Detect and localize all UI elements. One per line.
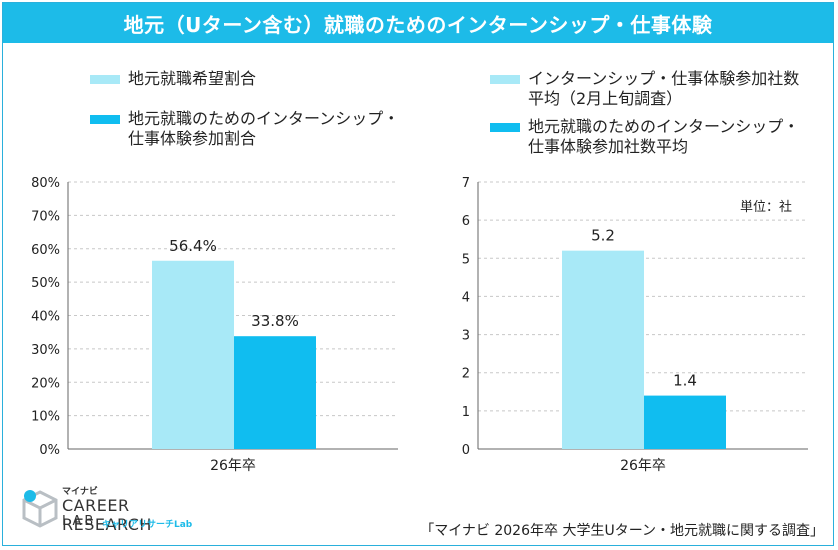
career-research-lab-logo: マイナビ CAREER RESEARCH LAB キャリアリサーチLab [20,484,220,534]
bar [234,336,316,449]
legend-swatch-light [490,75,520,84]
x-category-label: 26年卒 [620,458,666,474]
y-tick-label: 2 [462,367,470,382]
y-tick-label: 0 [462,443,470,458]
chart-title: 地元（Uターン含む）就職のためのインターンシップ・仕事体験 [3,3,833,43]
logo-jp-text: キャリアリサーチLab [102,520,193,530]
cube-logo-icon [22,490,58,528]
unit-note: 単位：社 [740,199,792,215]
legend-label: 地元就職のためのインターンシップ・ 仕事体験参加社数平均 [528,117,800,156]
legend-label: インターンシップ・仕事体験参加社数 平均（2月上旬調査） [528,69,800,108]
legend-label: 地元就職のためのインターンシップ・ 仕事体験参加割合 [128,109,400,148]
legend-swatch-dark [490,123,520,132]
legend-swatch-dark [90,115,120,124]
y-tick-label: 0% [39,443,60,458]
data-label: 1.4 [673,372,697,390]
logo-lab-text: LAB [62,514,97,529]
y-tick-label: 1 [462,405,470,420]
y-tick-label: 70% [31,209,60,224]
logo-main-text: CAREER RESEARCH [62,496,152,534]
y-tick-label: 5 [462,252,470,267]
y-tick-label: 7 [462,176,470,191]
legend-item-right-1: インターンシップ・仕事体験参加社数 平均（2月上旬調査） [490,69,799,109]
legend-item-left-2: 地元就職のためのインターンシップ・ 仕事体験参加割合 [90,109,399,149]
y-tick-label: 80% [31,176,60,191]
data-label: 5.2 [591,227,615,245]
source-note: 「マイナビ 2026年卒 大学生Uターン・地元就職に関する調査」 [420,523,824,539]
legend-swatch-light [90,75,120,84]
y-tick-label: 4 [462,290,470,305]
y-tick-label: 20% [31,376,60,391]
bar [152,260,234,449]
bar [644,395,726,449]
y-tick-label: 3 [462,329,470,344]
x-category-label: 26年卒 [210,458,256,474]
legend-item-left-1: 地元就職希望割合 [90,69,256,89]
y-tick-label: 10% [31,410,60,425]
y-tick-label: 60% [31,243,60,258]
y-tick-label: 30% [31,343,60,358]
bar [562,250,644,449]
y-tick-label: 40% [31,310,60,325]
y-tick-label: 50% [31,276,60,291]
data-label: 56.4% [169,237,217,255]
logo-small-text: マイナビ [62,487,98,497]
data-label: 33.8% [251,312,299,330]
y-tick-label: 6 [462,214,470,229]
legend-label: 地元就職希望割合 [128,69,257,88]
legend-item-right-2: 地元就職のためのインターンシップ・ 仕事体験参加社数平均 [490,117,799,157]
